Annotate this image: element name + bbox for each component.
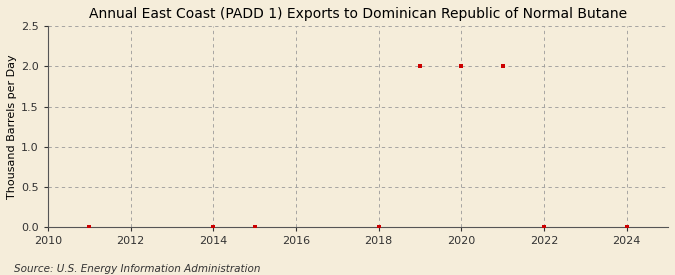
Title: Annual East Coast (PADD 1) Exports to Dominican Republic of Normal Butane: Annual East Coast (PADD 1) Exports to Do… bbox=[89, 7, 627, 21]
Point bbox=[497, 64, 508, 69]
Text: Source: U.S. Energy Information Administration: Source: U.S. Energy Information Administ… bbox=[14, 264, 260, 274]
Point bbox=[249, 225, 260, 229]
Y-axis label: Thousand Barrels per Day: Thousand Barrels per Day bbox=[7, 54, 17, 199]
Point bbox=[84, 225, 95, 229]
Point bbox=[373, 225, 384, 229]
Point bbox=[414, 64, 425, 69]
Point bbox=[456, 64, 466, 69]
Point bbox=[208, 225, 219, 229]
Point bbox=[621, 225, 632, 229]
Point bbox=[539, 225, 549, 229]
